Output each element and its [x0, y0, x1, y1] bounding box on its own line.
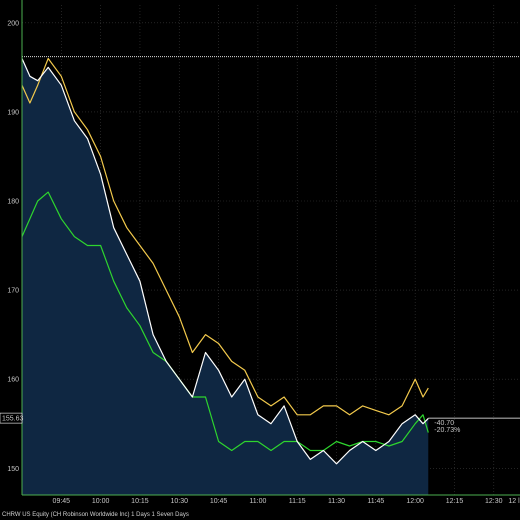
x-tick-label: 11:30 — [328, 498, 345, 505]
y-tick-label: 200 — [7, 20, 19, 27]
x-tick-label: 10:15 — [131, 498, 149, 505]
y-tick-label: 170 — [7, 288, 19, 295]
x-tick-labels: 09:45 10:00 10:15 10:30 10:45 11:00 11:15 11:30… — [53, 498, 520, 505]
green-series-line — [21, 191, 429, 452]
series-lines — [21, 57, 429, 465]
x-tick-label: 11:15 — [289, 498, 306, 505]
x-tick-label: 11:45 — [367, 498, 384, 505]
chart-footer: CHRW US Equity (CH Robinson Worldwide In… — [2, 512, 189, 518]
x-tick-label: 09:45 — [53, 498, 71, 505]
x-tick-label: 10:45 — [210, 498, 228, 505]
y-tick-label: 150 — [7, 466, 19, 473]
x-tick-label: 12 l — [508, 498, 520, 505]
y-tick-label: 160 — [7, 377, 19, 384]
x-tick-label: 12:00 — [406, 498, 424, 505]
change-value-label: -40.70 — [434, 420, 454, 427]
yellow-series-line — [21, 57, 429, 416]
x-tick-label: 12:30 — [485, 498, 503, 505]
x-tick-label: 11:00 — [249, 498, 266, 505]
last-price-value: 155.63 — [2, 416, 24, 423]
y-tick-labels: 150 160 170 180 190 200 — [7, 20, 19, 472]
change-percent-label: -20.73% — [434, 427, 460, 434]
x-tick-label: 12:15 — [446, 498, 464, 505]
last-price-badge: 155.63 — [0, 412, 24, 424]
y-tick-label: 180 — [7, 199, 19, 206]
price-area-fill — [22, 58, 429, 495]
white-series-line — [21, 58, 429, 465]
y-tick-label: 190 — [7, 109, 19, 116]
x-tick-label: 10:30 — [170, 498, 188, 505]
x-tick-label: 10:00 — [92, 498, 110, 505]
